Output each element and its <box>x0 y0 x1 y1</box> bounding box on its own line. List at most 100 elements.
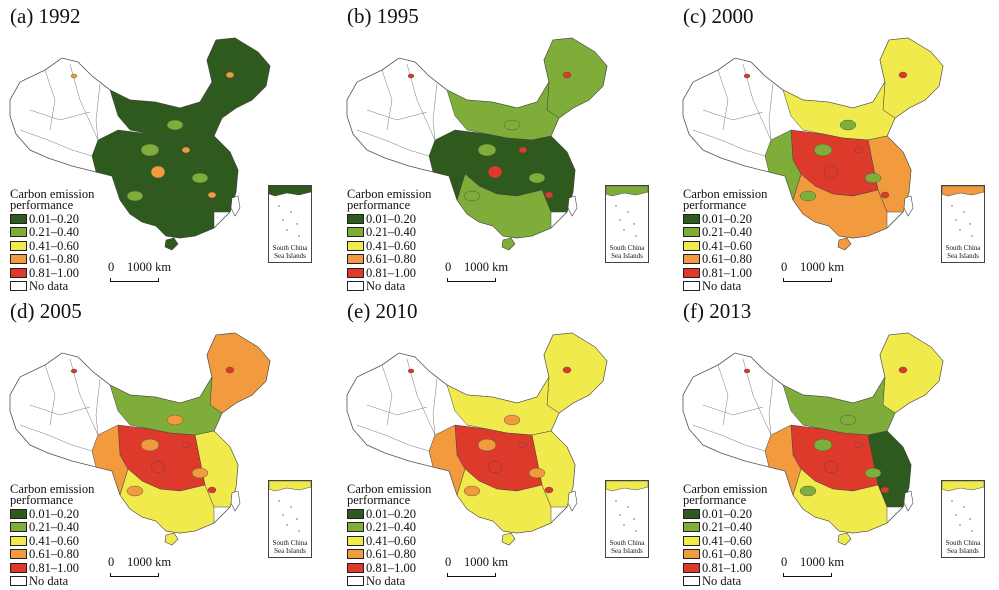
region-hotspot <box>823 460 839 474</box>
region-accent <box>839 119 857 131</box>
legend-item: 0.21–0.40 <box>683 226 767 240</box>
scale-line <box>110 278 159 282</box>
legend-label: 0.61–0.80 <box>702 547 752 562</box>
map-panel: (e) 2010 Carbon emission performance 0.01–0… <box>337 295 670 590</box>
inset-island <box>619 514 621 516</box>
scale-distance: 1000 km <box>464 555 509 569</box>
legend-swatch <box>683 213 700 224</box>
region-accent <box>864 467 882 479</box>
region-accent <box>126 190 144 202</box>
legend-item: No data <box>683 575 767 589</box>
legend-label: 0.81–1.00 <box>366 265 416 280</box>
region-hotspot <box>407 73 415 79</box>
inset-island <box>955 219 957 221</box>
region-west <box>428 424 466 496</box>
inset-coast <box>942 481 984 492</box>
boundary-line <box>29 404 91 416</box>
region-hotspot <box>225 71 235 79</box>
inset-coast <box>942 186 984 197</box>
region-hotspot <box>518 441 528 449</box>
inset-island <box>296 518 298 520</box>
legend-swatch <box>347 576 364 587</box>
choropleth-map <box>9 37 271 251</box>
legend-label: 0.81–1.00 <box>29 560 79 575</box>
boundary-line <box>356 424 430 452</box>
region-accent <box>140 438 160 452</box>
region-hotspot <box>207 486 217 494</box>
region-northeast <box>879 332 944 414</box>
legend-item: 0.41–0.60 <box>10 239 94 253</box>
region-hotspot <box>562 71 572 79</box>
taiwan-island <box>567 195 578 217</box>
legend-swatch <box>347 562 364 573</box>
legend-swatch <box>347 240 364 251</box>
inset-coast <box>269 186 311 197</box>
legend-label: 0.21–0.40 <box>29 225 79 240</box>
legend-item: 0.61–0.80 <box>10 548 94 562</box>
legend-swatch <box>683 562 700 573</box>
region-hotspot <box>544 486 554 494</box>
region-hotspot <box>854 441 864 449</box>
inset-island <box>623 229 625 231</box>
region-hotspot <box>487 460 503 474</box>
boundary-line <box>381 69 393 131</box>
legend-title: Carbon emission performance <box>10 482 95 507</box>
inset-island <box>959 524 961 526</box>
legend-swatch <box>347 508 364 519</box>
inset-map <box>606 186 648 237</box>
map-panel: (f) 2013 Carbon emission performance 0.01–0… <box>673 295 999 590</box>
scale-line <box>783 573 832 577</box>
legend-label: 0.21–0.40 <box>366 520 416 535</box>
region-northeast <box>543 332 608 414</box>
inset-label: South China Sea Islands <box>272 539 308 555</box>
map-panel: (a) 1992 Carbon emission performance 0.01–0… <box>0 0 333 295</box>
map-panel: (b) 1995 Carbon emission performance 0.01–0… <box>337 0 670 295</box>
legend-label: 0.21–0.40 <box>29 520 79 535</box>
legend-label: 0.61–0.80 <box>366 547 416 562</box>
region-west <box>764 424 802 496</box>
legend-label: 0.01–0.20 <box>29 506 79 521</box>
region-northeast <box>543 37 608 119</box>
inset-island <box>959 229 961 231</box>
legend: Carbon emission performance 0.01–0.20 0.21–… <box>347 483 431 588</box>
legend-label: 0.41–0.60 <box>702 533 752 548</box>
taiwan-island <box>230 490 241 512</box>
region-north <box>109 376 223 436</box>
legend-label: 0.61–0.80 <box>29 547 79 562</box>
legend-swatch <box>347 535 364 546</box>
region-accent <box>813 438 833 452</box>
taiwan-island <box>903 195 914 217</box>
legend-label: 0.81–1.00 <box>702 265 752 280</box>
legend-label: 0.41–0.60 <box>366 533 416 548</box>
inset-island <box>298 530 300 532</box>
legend-swatch <box>683 227 700 238</box>
legend-item: 0.81–1.00 <box>347 561 431 575</box>
region-hotspot <box>854 146 864 154</box>
legend-label: 0.41–0.60 <box>366 238 416 253</box>
scale-line <box>110 573 159 577</box>
inset-island <box>969 518 971 520</box>
legend: Carbon emission performance 0.01–0.20 0.21–… <box>10 482 95 588</box>
scale-distance: 1000 km <box>127 260 172 274</box>
region-hotspot <box>181 441 191 449</box>
legend-swatch <box>347 267 364 278</box>
scale-bar: 0 1000 km <box>437 260 547 284</box>
inset-island <box>623 524 625 526</box>
region-hotspot <box>70 368 78 374</box>
region-accent <box>528 172 546 184</box>
legend-item: 0.21–0.40 <box>10 521 94 535</box>
boundary-line <box>95 378 101 436</box>
legend-item: 0.41–0.60 <box>683 534 767 548</box>
legend-title: Carbon emission performance <box>683 482 768 507</box>
region-hotspot <box>225 366 235 374</box>
scale-line <box>783 278 832 282</box>
region-hotspot <box>207 191 217 199</box>
panel-title: (e) 2010 <box>347 299 418 323</box>
legend-item: 0.21–0.40 <box>347 521 431 535</box>
legend-swatch <box>347 281 364 292</box>
boundary-line <box>366 404 428 416</box>
hainan-island <box>164 532 179 546</box>
inset-island <box>635 530 637 532</box>
boundary-line <box>29 109 91 121</box>
legend-label: 0.01–0.20 <box>702 211 752 226</box>
